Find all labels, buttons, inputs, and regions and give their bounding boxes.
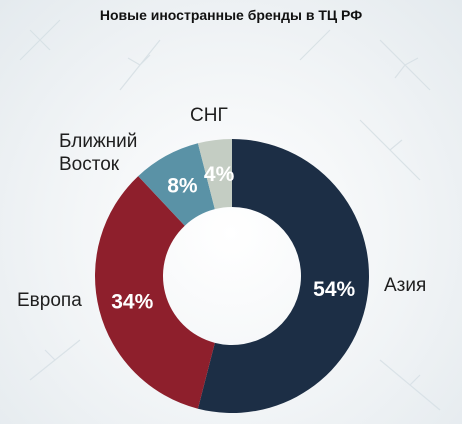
slice-0 bbox=[197, 139, 369, 413]
slice-1 bbox=[94, 176, 215, 409]
category-label-1: Европа bbox=[17, 290, 82, 311]
category-label-3: СНГ bbox=[190, 105, 228, 126]
value-label-3: 4% bbox=[204, 163, 235, 186]
category-label-0: Азия bbox=[384, 275, 426, 296]
slice-3 bbox=[197, 139, 232, 210]
value-label-2: 8% bbox=[167, 175, 198, 198]
slice-2 bbox=[138, 143, 215, 226]
category-label-2: Ближний Восток bbox=[59, 131, 137, 175]
value-label-0: 54% bbox=[313, 278, 355, 301]
chart-title: Новые иностранные бренды в ТЦ РФ bbox=[99, 7, 363, 23]
value-label-1: 34% bbox=[111, 291, 153, 314]
